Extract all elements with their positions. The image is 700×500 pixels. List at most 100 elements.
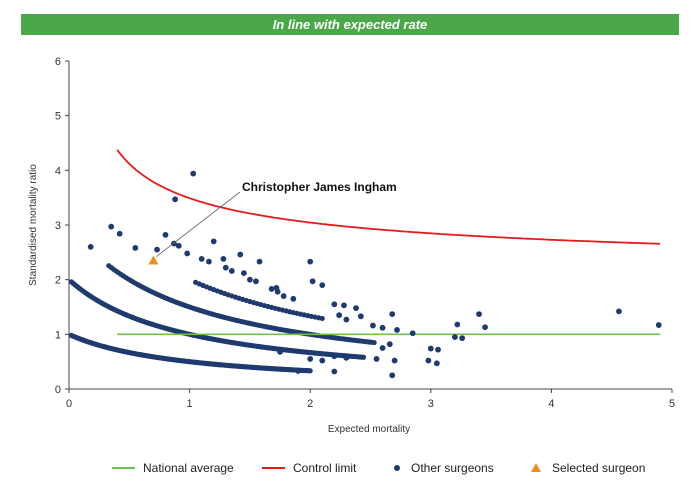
other-surgeon-point bbox=[205, 258, 212, 265]
other-surgeon-point bbox=[162, 231, 169, 238]
other-surgeon-point bbox=[190, 170, 197, 177]
other-surgeon-point bbox=[295, 368, 302, 374]
x-tick-label: 5 bbox=[669, 398, 675, 410]
result-banner: In line with expected rate bbox=[21, 14, 679, 35]
selected-surgeon-name: Christopher James Ingham bbox=[242, 180, 397, 194]
other-surgeon-point bbox=[277, 348, 283, 355]
other-surgeon-point bbox=[616, 308, 622, 315]
other-surgeon-point bbox=[309, 278, 316, 285]
legend-selected-surgeon-swatch bbox=[531, 463, 541, 472]
y-tick-label: 2 bbox=[55, 275, 61, 287]
x-tick-label: 2 bbox=[307, 398, 313, 410]
other-surgeon-point bbox=[240, 270, 247, 277]
other-surgeon-point bbox=[391, 357, 398, 364]
other-surgeon-point bbox=[655, 322, 662, 328]
selected-surgeon-marker bbox=[148, 255, 159, 265]
other-surgeon-point bbox=[172, 196, 179, 203]
other-surgeon-point bbox=[116, 230, 123, 237]
control-limit-line bbox=[116, 149, 660, 245]
y-axis-label: Standardised mortality ratio bbox=[28, 164, 39, 286]
funnel-point bbox=[319, 315, 325, 322]
control-limit-path bbox=[116, 149, 660, 245]
other-surgeon-point bbox=[154, 246, 160, 253]
other-surgeon-point bbox=[198, 255, 205, 262]
other-surgeon-point bbox=[280, 293, 287, 299]
other-surgeon-point bbox=[247, 276, 253, 283]
other-surgeon-point bbox=[331, 301, 338, 308]
other-surgeon-point bbox=[307, 258, 314, 265]
other-surgeon-point bbox=[237, 251, 244, 258]
other-surgeon-point bbox=[409, 330, 416, 337]
other-surgeon-point bbox=[319, 357, 326, 364]
y-tick-label: 6 bbox=[55, 56, 61, 68]
other-surgeon-point bbox=[343, 354, 350, 361]
other-surgeon-point bbox=[341, 302, 347, 309]
y-tick-label: 3 bbox=[55, 220, 61, 232]
x-tick-label: 0 bbox=[66, 398, 72, 410]
other-surgeon-point bbox=[379, 324, 386, 331]
other-surgeon-point bbox=[427, 345, 434, 352]
other-surgeon-point bbox=[343, 316, 350, 323]
other-surgeon-point bbox=[482, 324, 488, 331]
other-surgeon-point bbox=[435, 346, 441, 353]
funnel-point bbox=[371, 339, 377, 346]
legend-other-surgeons-label: Other surgeons bbox=[411, 461, 494, 475]
other-surgeon-point bbox=[336, 312, 343, 319]
legend-national-average-label: National average bbox=[143, 461, 234, 475]
other-surgeons-points bbox=[87, 170, 662, 379]
other-surgeon-point bbox=[476, 311, 482, 318]
funnel-point bbox=[360, 354, 367, 360]
legend-selected-surgeon-label: Selected surgeon bbox=[552, 461, 645, 475]
other-surgeon-point bbox=[459, 335, 466, 342]
other-surgeon-point bbox=[331, 368, 338, 375]
other-surgeon-point bbox=[228, 268, 235, 274]
other-surgeon-point bbox=[307, 356, 314, 362]
other-surgeon-point bbox=[319, 282, 326, 289]
other-surgeon-point bbox=[290, 295, 297, 302]
x-tick-label: 3 bbox=[428, 398, 434, 410]
y-tick-label: 4 bbox=[55, 165, 61, 177]
other-surgeon-point bbox=[425, 357, 432, 364]
other-surgeon-point bbox=[132, 245, 139, 251]
other-surgeon-point bbox=[268, 286, 275, 292]
other-surgeon-point bbox=[394, 327, 400, 333]
other-surgeon-point bbox=[210, 238, 217, 245]
other-surgeon-point bbox=[331, 353, 338, 360]
legend: National average Control limit Other sur… bbox=[112, 461, 645, 475]
y-tick-label: 5 bbox=[55, 111, 61, 123]
other-surgeon-point bbox=[256, 258, 263, 265]
y-tick-label: 1 bbox=[55, 329, 61, 341]
other-surgeon-point bbox=[373, 356, 380, 362]
selected-surgeon-group: Christopher James Ingham bbox=[148, 180, 397, 265]
axes: 0 1 2 3 4 5 6 0 1 2 3 4 5 bbox=[55, 56, 675, 410]
y-tick-label: 0 bbox=[55, 384, 61, 396]
other-surgeon-point bbox=[222, 264, 229, 271]
other-surgeon-point bbox=[389, 372, 396, 379]
other-surgeon-point bbox=[273, 284, 280, 291]
selected-surgeon-leader-line bbox=[156, 191, 241, 257]
other-surgeon-point bbox=[452, 334, 458, 340]
other-surgeon-point bbox=[370, 322, 376, 329]
banner-text: In line with expected rate bbox=[272, 17, 428, 32]
other-surgeon-point bbox=[253, 278, 259, 285]
other-surgeon-point bbox=[184, 250, 191, 257]
x-axis-label: Expected mortality bbox=[328, 424, 410, 435]
x-tick-label: 4 bbox=[548, 398, 554, 410]
other-surgeon-point bbox=[379, 345, 386, 351]
x-tick-label: 1 bbox=[187, 398, 193, 410]
other-surgeon-point bbox=[87, 243, 94, 250]
other-surgeon-point bbox=[386, 341, 393, 348]
legend-other-surgeons-swatch bbox=[394, 465, 400, 471]
other-surgeon-point bbox=[353, 305, 359, 311]
other-surgeon-point bbox=[454, 321, 461, 328]
funnel-bands bbox=[68, 263, 377, 374]
other-surgeon-point bbox=[220, 255, 227, 262]
funnel-point bbox=[307, 368, 313, 374]
legend-control-limit-label: Control limit bbox=[293, 461, 357, 475]
other-surgeon-point bbox=[108, 223, 115, 230]
other-surgeon-point bbox=[433, 360, 440, 367]
other-surgeon-point bbox=[175, 242, 182, 249]
other-surgeon-point bbox=[389, 311, 396, 318]
other-surgeon-point bbox=[357, 313, 364, 320]
